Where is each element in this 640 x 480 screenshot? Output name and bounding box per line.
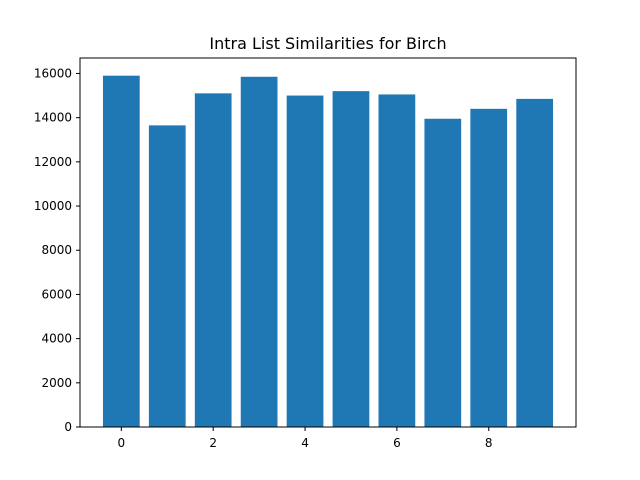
y-axis: 0 2000 4000 6000 8000 10000 12000 14000 16000 xyxy=(34,66,80,434)
plot-frame xyxy=(79,57,577,428)
x-axis: 0 2 4 6 8 xyxy=(118,427,493,450)
y-tick-label-6000: 6000 xyxy=(41,287,72,301)
x-tick-label-2: 2 xyxy=(209,436,217,450)
bar-4 xyxy=(286,95,324,427)
y-tick-label-10000: 10000 xyxy=(34,199,72,213)
bar-8 xyxy=(470,108,508,427)
bar-0 xyxy=(102,75,140,428)
y-tick-label-2000: 2000 xyxy=(41,376,72,390)
y-tick-label-8000: 8000 xyxy=(41,243,72,257)
x-tick-label-4: 4 xyxy=(301,436,309,450)
bars-group xyxy=(102,75,554,428)
y-tick-label-4000: 4000 xyxy=(41,332,72,346)
y-tick-label-12000: 12000 xyxy=(34,155,72,169)
x-tick-label-6: 6 xyxy=(393,436,401,450)
chart-title: Intra List Similarities for Birch xyxy=(209,34,446,53)
y-tick-label-0: 0 xyxy=(64,420,72,434)
bar-7 xyxy=(424,118,462,427)
bar-2 xyxy=(194,93,232,427)
y-tick-label-16000: 16000 xyxy=(34,66,72,80)
bar-1 xyxy=(148,125,186,427)
bar-9 xyxy=(516,98,554,427)
x-tick-label-8: 8 xyxy=(485,436,493,450)
bar-6 xyxy=(378,94,416,428)
y-tick-label-14000: 14000 xyxy=(34,111,72,125)
bar-5 xyxy=(332,91,370,427)
x-tick-label-0: 0 xyxy=(118,436,126,450)
bar-3 xyxy=(240,76,278,427)
